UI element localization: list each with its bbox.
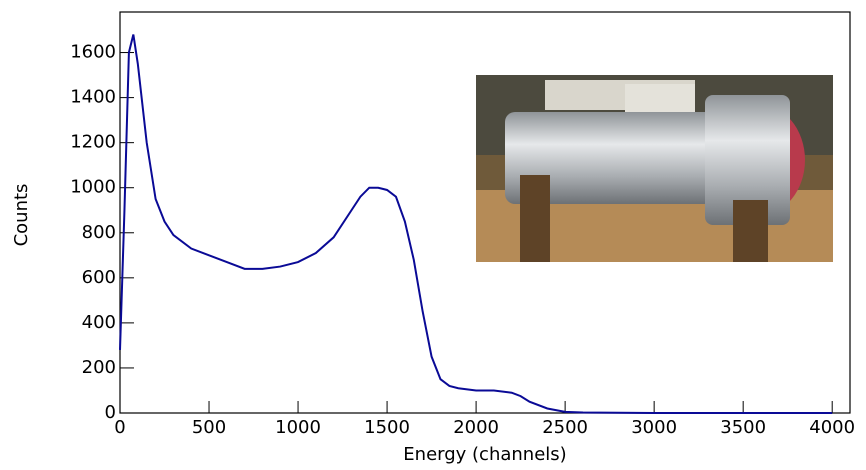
y-tick-label: 1200 <box>70 132 116 153</box>
x-tick-label: 2500 <box>542 417 588 438</box>
x-tick-label: 2000 <box>453 417 499 438</box>
x-tick-label: 1000 <box>275 417 321 438</box>
y-tick-label: 800 <box>82 222 116 243</box>
x-tick-label: 4000 <box>809 417 855 438</box>
x-tick-label: 3500 <box>720 417 766 438</box>
y-tick-label: 200 <box>82 357 116 378</box>
y-axis-label: Counts <box>11 184 32 247</box>
x-tick-label: 3000 <box>631 417 677 438</box>
inset-photo <box>476 75 833 262</box>
x-tick-label: 0 <box>114 417 125 438</box>
x-tick-label: 1500 <box>364 417 410 438</box>
plot-frame <box>119 11 851 414</box>
x-axis-label: Energy (channels) <box>403 444 566 465</box>
y-tick-label: 600 <box>82 267 116 288</box>
y-tick-label: 400 <box>82 312 116 333</box>
y-tick-label: 1400 <box>70 87 116 108</box>
y-tick-label: 0 <box>105 402 116 423</box>
y-tick-label: 1000 <box>70 177 116 198</box>
x-tick-label: 500 <box>192 417 226 438</box>
spectrum-line <box>119 34 833 414</box>
y-tick-label: 1600 <box>70 42 116 63</box>
